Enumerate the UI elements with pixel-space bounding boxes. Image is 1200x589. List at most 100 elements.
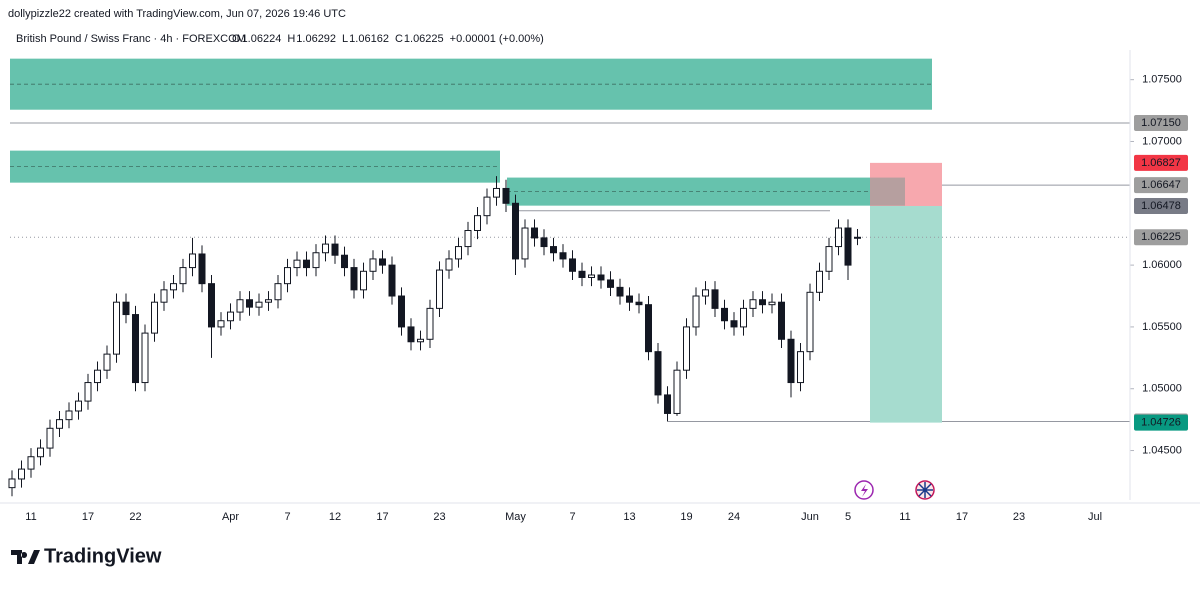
x-tick-label: 7	[284, 511, 290, 523]
candle-body	[540, 237, 548, 248]
plot-area	[8, 58, 1134, 497]
candle-body	[284, 267, 291, 285]
candle-body	[84, 382, 92, 402]
candle-body	[550, 246, 557, 254]
candle-body	[483, 196, 491, 217]
candle-body	[198, 253, 206, 285]
candle-body	[37, 447, 44, 458]
candle-body	[18, 468, 25, 480]
candle-body	[65, 410, 73, 421]
x-tick-label: 19	[680, 511, 692, 523]
candle-body	[844, 227, 852, 266]
candle-body	[170, 283, 177, 291]
candle-body	[151, 301, 158, 334]
candle-body	[854, 236, 861, 239]
candle-body	[493, 187, 500, 198]
x-tick-label: 12	[329, 511, 341, 523]
candle-body	[569, 258, 576, 272]
candle-body	[683, 326, 690, 371]
candle-body	[360, 270, 367, 291]
candle-body	[350, 267, 358, 291]
y-tick-label: 1.05000	[1142, 383, 1182, 395]
candle-body	[265, 299, 272, 303]
candle-body	[94, 369, 101, 384]
candle-body	[75, 400, 82, 412]
price-badge-label: 1.06478	[1141, 200, 1181, 212]
candle-body	[122, 301, 130, 316]
candle-body	[293, 259, 301, 269]
candle-body	[303, 259, 310, 269]
candle-body	[588, 274, 595, 278]
x-tick-label: 17	[376, 511, 388, 523]
candle-body	[654, 351, 662, 396]
candle-body	[56, 419, 63, 429]
brand-logo: TradingView	[11, 545, 162, 567]
candle-body	[721, 307, 728, 322]
candle-body	[711, 289, 719, 309]
candle-body	[455, 246, 462, 260]
x-tick-label: 24	[728, 511, 740, 523]
caption: dollypizzle22 created with TradingView.c…	[8, 8, 346, 20]
target-area	[870, 206, 942, 423]
y-tick-label: 1.07000	[1142, 135, 1182, 147]
price-badge-label: 1.06225	[1141, 231, 1181, 243]
price-badge	[1134, 154, 1188, 171]
change: +0.00001 (+0.00%)	[450, 33, 544, 45]
candle-body	[759, 299, 766, 306]
candle-body	[246, 299, 253, 308]
candle-body	[426, 307, 434, 340]
price-badge-label: 1.07150	[1141, 117, 1181, 129]
x-tick-label: 11	[25, 511, 36, 523]
candle-body	[312, 252, 320, 269]
candle-body	[607, 279, 614, 288]
brand-name: TradingView	[44, 545, 162, 567]
candle-body	[132, 314, 139, 384]
candle-body	[816, 270, 823, 293]
candle-body	[103, 353, 111, 371]
candle-body	[189, 253, 196, 269]
candle-body	[417, 338, 424, 343]
candle-body	[464, 229, 472, 248]
candle-body	[113, 301, 120, 355]
candle-body	[778, 301, 785, 340]
candle-body	[635, 301, 643, 306]
x-tick-label: 11	[899, 511, 910, 523]
event-icon-glyph	[861, 484, 868, 497]
candle-body	[578, 270, 586, 278]
ohlc-legend: O 1.06224 H 1.06292 L 1.06162 C 1.06225 +0.00001…	[232, 33, 544, 45]
candle-body	[797, 351, 804, 384]
candle-body	[274, 283, 282, 301]
candle-body	[768, 301, 776, 306]
price-badge	[1134, 198, 1188, 215]
candle-body	[502, 187, 510, 204]
x-tick-label: 22	[129, 511, 141, 523]
candle-body	[787, 338, 795, 384]
x-tick-label: 17	[956, 511, 968, 523]
candle-body	[369, 258, 377, 272]
candle-body	[730, 320, 738, 328]
candle-body	[835, 227, 842, 248]
candle-body	[740, 307, 747, 328]
event-icon[interactable]	[854, 480, 874, 500]
price-badge-label: 1.06647	[1141, 179, 1181, 191]
price-badge	[1134, 177, 1188, 194]
ohlc-value: 1.06292	[296, 33, 336, 45]
x-tick-label: 23	[1013, 511, 1025, 523]
candle-body	[379, 258, 386, 266]
candle-body	[407, 326, 415, 343]
price-badge	[1134, 114, 1188, 131]
candle-body	[445, 258, 453, 271]
candle-body	[322, 243, 329, 254]
ohlc-key: L	[342, 33, 348, 45]
candle-body	[749, 299, 757, 309]
ohlc-key: H	[287, 33, 295, 45]
x-tick-label: May	[505, 511, 526, 523]
candle-body	[616, 286, 624, 297]
y-tick-label: 1.04500	[1142, 444, 1182, 456]
candle-body	[331, 243, 339, 256]
position-overlap	[870, 177, 905, 206]
x-tick-label: 17	[82, 511, 94, 523]
ohlc-key: C	[395, 33, 403, 45]
